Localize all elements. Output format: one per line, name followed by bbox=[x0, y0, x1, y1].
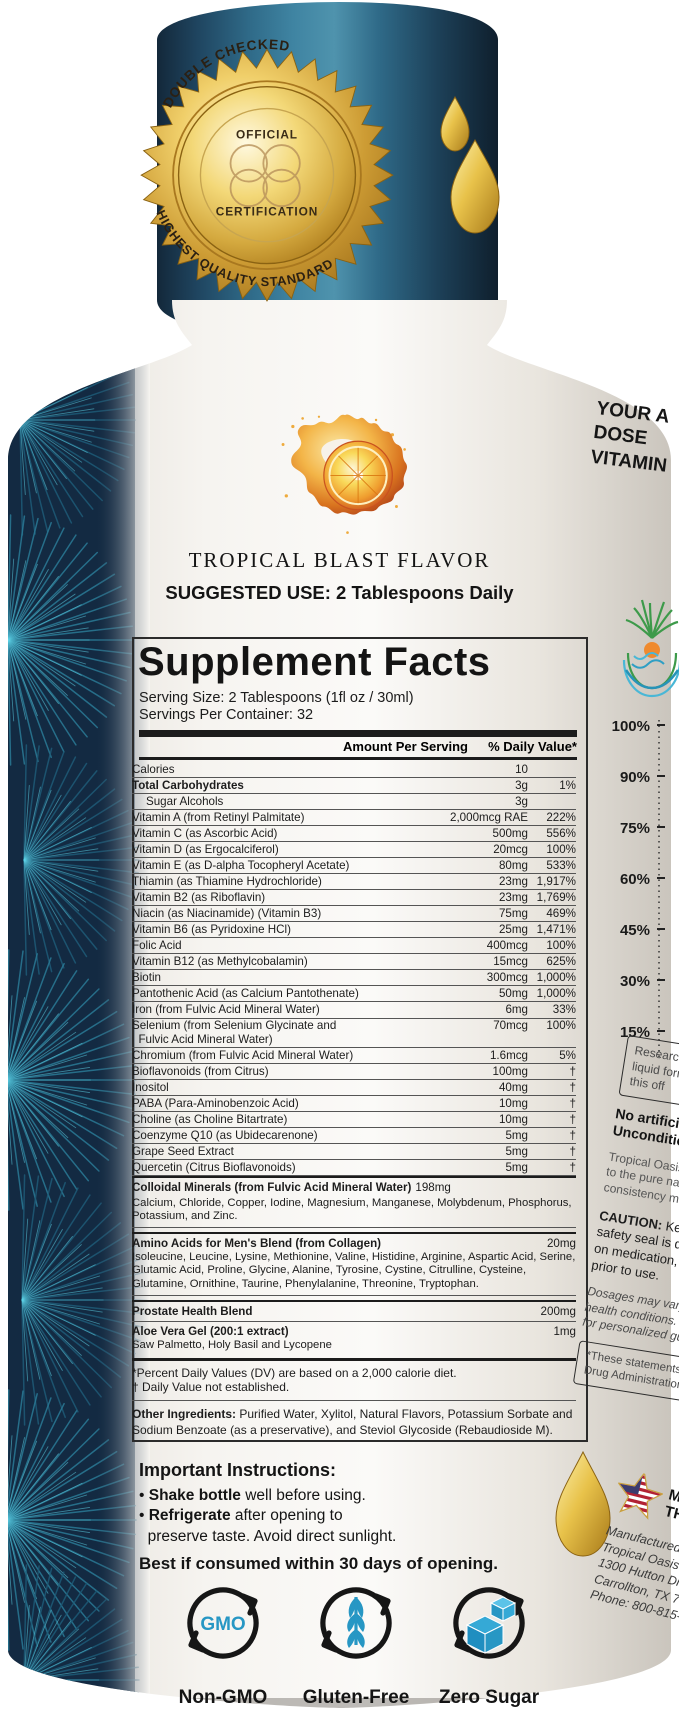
svg-text:Zero Sugar: Zero Sugar bbox=[439, 1687, 540, 1708]
svg-text:Gluten-Free: Gluten-Free bbox=[303, 1687, 410, 1708]
svg-text:Non-GMO: Non-GMO bbox=[179, 1687, 268, 1708]
svg-text:CERTIFICATION: CERTIFICATION bbox=[216, 204, 318, 218]
svg-text:OFFICIAL: OFFICIAL bbox=[236, 128, 298, 142]
svg-text:GMO: GMO bbox=[200, 1614, 245, 1635]
